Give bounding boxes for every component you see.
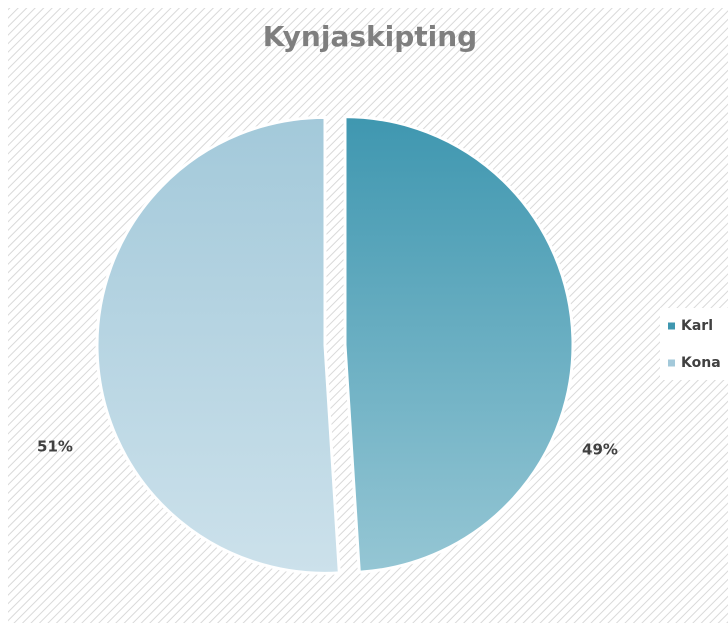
legend-marker <box>668 322 675 330</box>
legend-marker <box>668 359 675 367</box>
legend-box <box>660 308 728 380</box>
pie-slice <box>95 115 341 575</box>
legend-label: Kona <box>681 355 721 371</box>
legend-label: Karl <box>681 318 713 334</box>
data-label: 51% <box>37 438 73 456</box>
chart-title: Kynjaskipting <box>263 20 477 53</box>
pie-slice <box>343 115 575 574</box>
data-label: 49% <box>582 441 618 459</box>
